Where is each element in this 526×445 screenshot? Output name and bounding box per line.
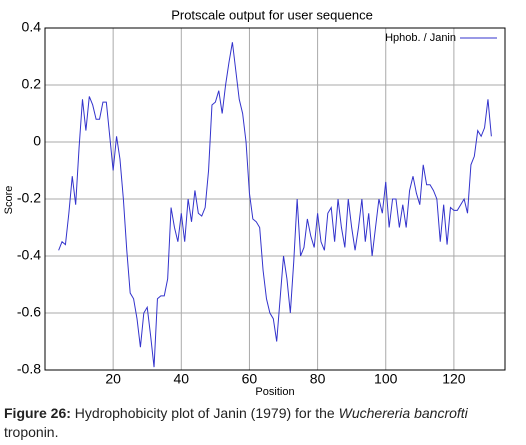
- plot-frame: [44, 27, 506, 371]
- x-tick-label: 60: [242, 371, 258, 387]
- caption-text: Hydrophobicity plot of Janin (1979) for …: [74, 405, 335, 421]
- y-axis-label: Score: [3, 186, 15, 215]
- y-tick-label: 0: [33, 133, 41, 149]
- legend-label: Hphob. / Janin: [385, 32, 456, 44]
- chart: Protscale output for user sequence Posit…: [3, 7, 506, 398]
- x-tick-label: 40: [174, 371, 190, 387]
- caption: Figure 26: Hydrophobicity plot of Janin …: [4, 404, 522, 442]
- y-tick-label: -0.6: [17, 304, 41, 320]
- data-line: [58, 42, 492, 368]
- caption-species: Wuchereria bancrofti: [338, 405, 468, 421]
- caption-label: Figure 26:: [4, 405, 71, 421]
- x-tick-label: 80: [310, 371, 326, 387]
- x-tick-label: 120: [442, 371, 466, 387]
- y-tick-label: 0.4: [22, 19, 42, 35]
- y-tick-label: 0.2: [22, 76, 42, 92]
- caption-end: troponin.: [4, 424, 59, 440]
- y-tick-label: -0.4: [17, 247, 41, 263]
- y-tick-label: -0.2: [17, 190, 41, 206]
- x-axis-label: Position: [255, 386, 294, 398]
- y-tick-label: -0.8: [17, 361, 41, 377]
- chart-title: Protscale output for user sequence: [171, 7, 373, 22]
- x-tick-label: 20: [105, 371, 121, 387]
- x-tick-label: 100: [374, 371, 398, 387]
